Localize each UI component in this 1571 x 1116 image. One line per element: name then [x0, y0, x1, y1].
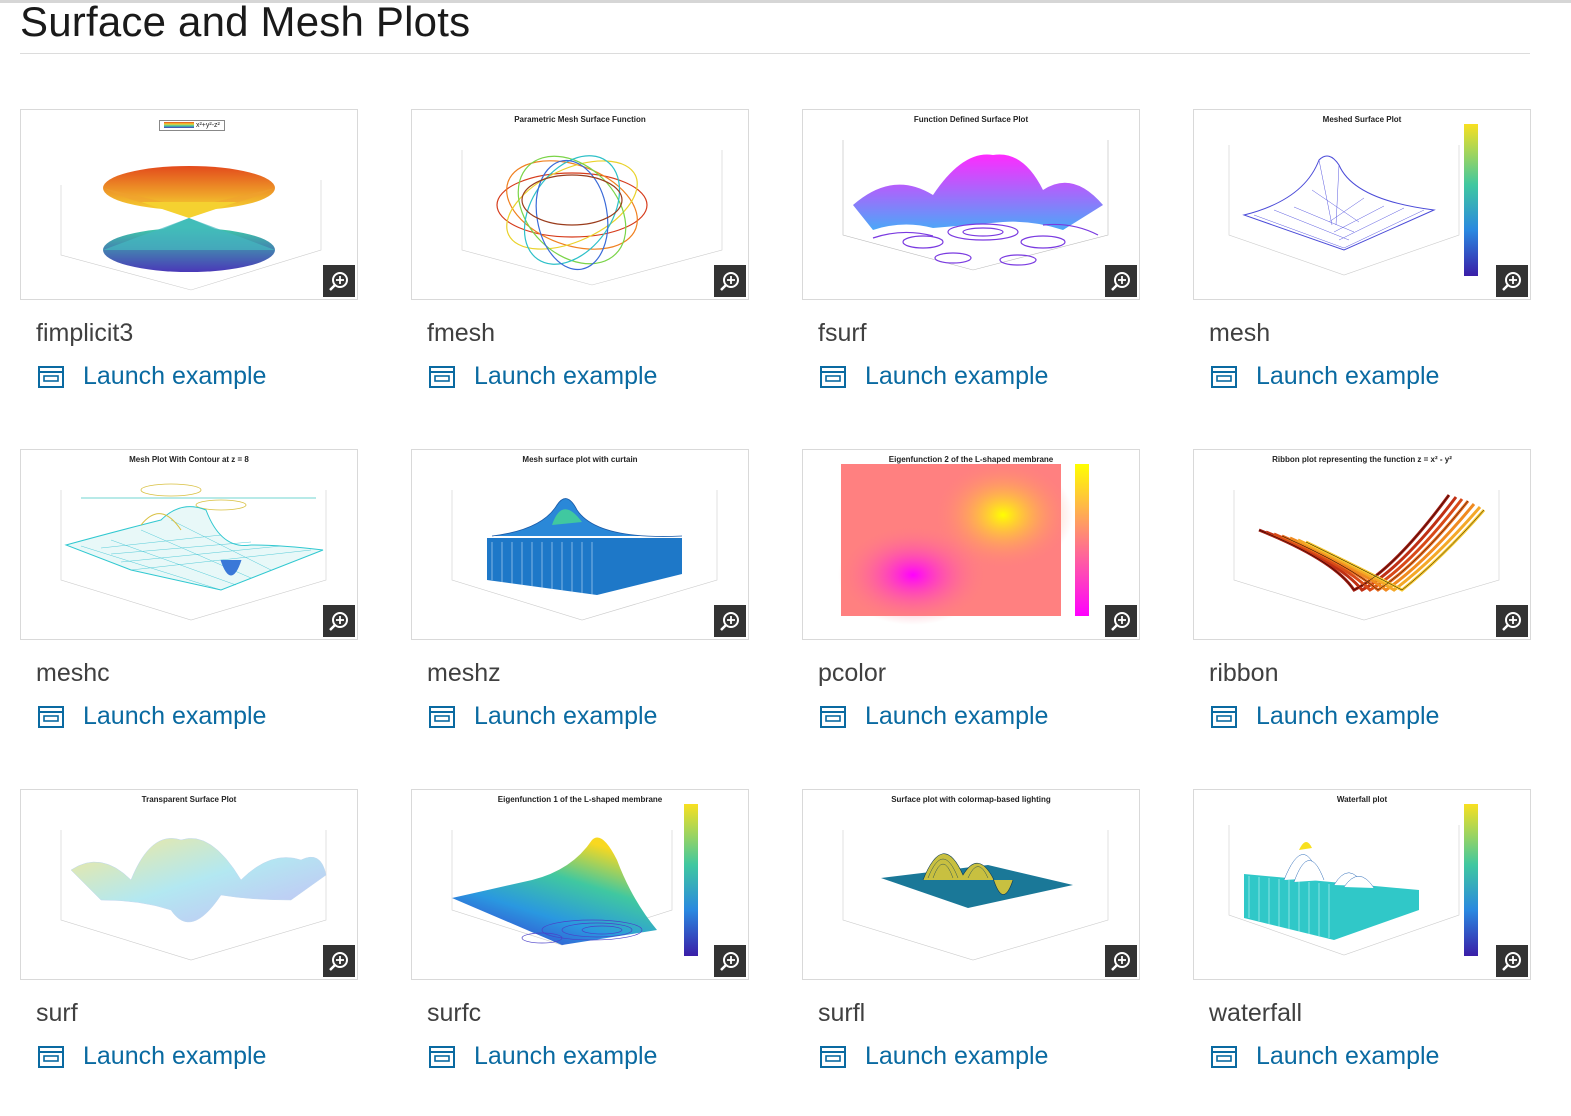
plot-title: Meshed Surface Plot: [1322, 115, 1402, 124]
launch-label: Launch example: [474, 702, 658, 730]
launch-label: Launch example: [865, 702, 1049, 730]
plot-title: Waterfall plot: [1336, 795, 1388, 804]
plot-image: [842, 830, 1109, 961]
plot-title: Surface plot with colormap-based lightin…: [891, 795, 1051, 804]
example-name: meshz: [427, 659, 501, 687]
example-thumbnail[interactable]: Parametric Mesh Surface Function: [411, 109, 749, 300]
example-thumbnail[interactable]: Waterfall plot: [1193, 789, 1531, 980]
zoom-in-icon: [1502, 952, 1521, 971]
zoom-button[interactable]: [323, 945, 355, 977]
zoom-in-icon: [329, 272, 348, 291]
launch-label: Launch example: [474, 362, 658, 390]
zoom-button[interactable]: [323, 265, 355, 297]
example-thumbnail[interactable]: Surface plot with colormap-based lightin…: [802, 789, 1140, 980]
launch-example-icon: [1211, 706, 1237, 728]
plot-title: Mesh Plot With Contour at z = 8: [129, 455, 249, 464]
launch-label: Launch example: [865, 362, 1049, 390]
example-thumbnail[interactable]: Transparent Surface Plot: [20, 789, 358, 980]
plot-image: [451, 804, 698, 956]
plot-title: Eigenfunction 2 of the L-shaped membrane: [888, 455, 1054, 464]
zoom-button[interactable]: [1496, 945, 1528, 977]
launch-example-icon: [429, 706, 455, 728]
zoom-in-icon: [720, 952, 739, 971]
top-border: [0, 0, 1571, 3]
launch-example-icon: [820, 1046, 846, 1068]
launch-label: Launch example: [1256, 362, 1440, 390]
plot-image: [461, 150, 723, 286]
zoom-button[interactable]: [1105, 265, 1137, 297]
example-thumbnail[interactable]: x²+y²-z²: [20, 109, 358, 300]
zoom-button[interactable]: [1496, 605, 1528, 637]
plot-title: Function Defined Surface Plot: [913, 115, 1029, 124]
example-name: mesh: [1209, 319, 1271, 347]
example-thumbnail[interactable]: Ribbon plot representing the function z …: [1193, 449, 1531, 640]
launch-example-icon: [429, 366, 455, 388]
zoom-button[interactable]: [1105, 605, 1137, 637]
zoom-in-icon: [720, 612, 739, 631]
plot-legend: x²+y²-z²: [159, 120, 225, 131]
plot-image: [451, 490, 718, 621]
launch-example-icon: [820, 366, 846, 388]
page-title: Surface and Mesh Plots: [20, 0, 471, 45]
example-name: fmesh: [427, 319, 496, 347]
zoom-in-icon: [720, 272, 739, 291]
launch-label: Launch example: [1256, 1042, 1440, 1070]
example-name: waterfall: [1209, 999, 1303, 1027]
launch-example-icon: [38, 366, 64, 388]
plot-image: [60, 830, 327, 961]
example-name: ribbon: [1209, 659, 1279, 687]
example-thumbnail[interactable]: Meshed Surface Plot: [1193, 109, 1531, 300]
zoom-in-icon: [1502, 272, 1521, 291]
plot-image: [1233, 490, 1500, 621]
plot-title: Ribbon plot representing the function z …: [1272, 455, 1452, 464]
plot-image: [842, 140, 1109, 271]
zoom-button[interactable]: [714, 605, 746, 637]
example-name: fimplicit3: [36, 319, 134, 347]
example-thumbnail[interactable]: Eigenfunction 1 of the L-shaped membrane: [411, 789, 749, 980]
plot-title: Parametric Mesh Surface Function: [514, 115, 646, 124]
zoom-in-icon: [329, 612, 348, 631]
launch-example-icon: [1211, 366, 1237, 388]
zoom-button[interactable]: [1105, 945, 1137, 977]
title-divider: [20, 53, 1530, 54]
plot-image: [838, 460, 1089, 625]
example-name: surfl: [818, 999, 866, 1027]
launch-label: Launch example: [83, 362, 267, 390]
plot-title: Eigenfunction 1 of the L-shaped membrane: [497, 795, 663, 804]
example-name: surf: [36, 999, 78, 1027]
zoom-button[interactable]: [714, 265, 746, 297]
launch-example-icon: [1211, 1046, 1237, 1068]
launch-example-icon: [429, 1046, 455, 1068]
launch-example-icon: [38, 1046, 64, 1068]
zoom-in-icon: [1502, 612, 1521, 631]
plot-image: [60, 483, 327, 621]
zoom-button[interactable]: [1496, 265, 1528, 297]
launch-label: Launch example: [1256, 702, 1440, 730]
example-name: meshc: [36, 659, 110, 687]
launch-example-icon: [38, 706, 64, 728]
launch-example-icon: [820, 706, 846, 728]
example-name: pcolor: [818, 659, 887, 687]
plot-image: [1228, 124, 1478, 276]
zoom-in-icon: [1111, 952, 1130, 971]
example-thumbnail[interactable]: Function Defined Surface Plot: [802, 109, 1140, 300]
launch-label: Launch example: [83, 1042, 267, 1070]
example-thumbnail[interactable]: Mesh surface plot with curtain: [411, 449, 749, 640]
plot-title: Transparent Surface Plot: [141, 795, 237, 804]
launch-label: Launch example: [83, 702, 267, 730]
launch-label: Launch example: [865, 1042, 1049, 1070]
zoom-button[interactable]: [323, 605, 355, 637]
example-thumbnail[interactable]: Mesh Plot With Contour at z = 8: [20, 449, 358, 640]
plot-image: [60, 166, 322, 291]
zoom-in-icon: [329, 952, 348, 971]
zoom-button[interactable]: [714, 945, 746, 977]
example-thumbnail[interactable]: Eigenfunction 2 of the L-shaped membrane: [802, 449, 1140, 640]
plot-image: [1228, 804, 1478, 956]
zoom-in-icon: [1111, 272, 1130, 291]
launch-label: Launch example: [474, 1042, 658, 1070]
example-name: surfc: [427, 999, 482, 1027]
example-name: fsurf: [818, 319, 867, 347]
zoom-in-icon: [1111, 612, 1130, 631]
plot-title: Mesh surface plot with curtain: [522, 455, 638, 464]
